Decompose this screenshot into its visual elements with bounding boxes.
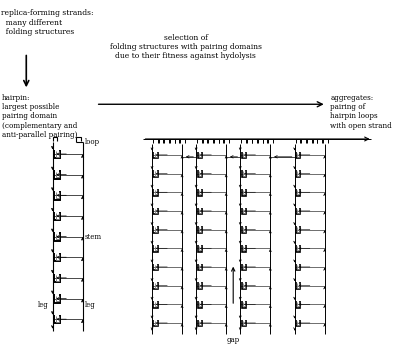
Text: replica-forming strands:
  many different
  folding structures: replica-forming strands: many different … (1, 10, 93, 36)
Text: leg: leg (38, 301, 48, 309)
Text: gap: gap (227, 336, 240, 344)
Text: leg: leg (85, 301, 95, 309)
Text: aggregates:
pairing of
hairpin loops
with open strand: aggregates: pairing of hairpin loops wit… (330, 94, 392, 130)
Text: hairpin:
largest possible
pairing domain
(complementary and
anti-parallel pairin: hairpin: largest possible pairing domain… (2, 94, 77, 139)
Text: loop: loop (85, 138, 100, 146)
Text: selection of
folding structures with pairing domains
due to their fitness agains: selection of folding structures with pai… (110, 34, 262, 60)
Text: stem: stem (85, 233, 102, 240)
